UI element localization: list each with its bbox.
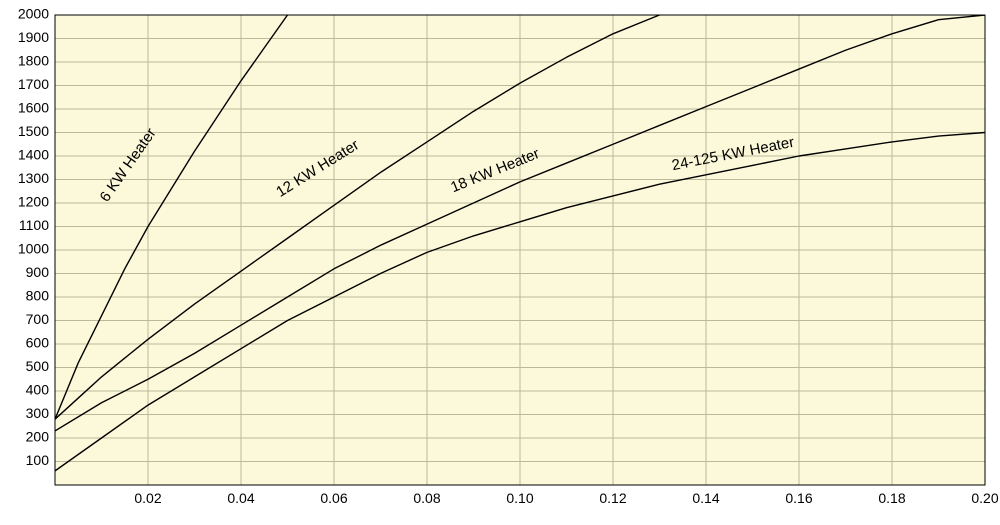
ytick-label: 1300 xyxy=(18,170,49,186)
xtick-label: 0.06 xyxy=(320,490,347,506)
heater-chart: 100 200 300 400 500 600 700 800 900 1000 1100 1200 1… xyxy=(0,0,1000,525)
ytick-label: 900 xyxy=(26,264,50,280)
ytick-label: 1700 xyxy=(18,76,49,92)
xtick-label: 0.02 xyxy=(134,490,161,506)
xtick-label: 0.10 xyxy=(506,490,533,506)
ytick-label: 2000 xyxy=(18,6,49,22)
xtick-label: 0.12 xyxy=(599,490,626,506)
xtick-label: 0.04 xyxy=(227,490,254,506)
xtick-label: 0.08 xyxy=(413,490,440,506)
ytick-label: 500 xyxy=(26,358,50,374)
ytick-label: 1400 xyxy=(18,147,49,163)
grid xyxy=(55,15,985,485)
ytick-label: 1800 xyxy=(18,53,49,69)
xtick-label: 0.20 xyxy=(971,490,998,506)
ytick-label: 1600 xyxy=(18,100,49,116)
ytick-label: 1000 xyxy=(18,241,49,257)
ytick-label: 700 xyxy=(26,311,50,327)
ytick-label: 1100 xyxy=(19,217,49,233)
ytick-label: 300 xyxy=(26,405,50,421)
xtick-label: 0.14 xyxy=(692,490,719,506)
ytick-label: 100 xyxy=(26,452,50,468)
ytick-label: 1200 xyxy=(18,194,49,210)
ytick-label: 800 xyxy=(26,288,50,304)
ytick-label: 400 xyxy=(26,382,50,398)
ytick-label: 600 xyxy=(26,335,50,351)
chart-svg: 100 200 300 400 500 600 700 800 900 1000 1100 1200 1… xyxy=(0,0,1000,525)
ytick-label: 1500 xyxy=(18,123,49,139)
ytick-label: 200 xyxy=(26,429,50,445)
xtick-label: 0.18 xyxy=(878,490,905,506)
ytick-label: 1900 xyxy=(18,29,49,45)
xtick-label: 0.16 xyxy=(785,490,812,506)
